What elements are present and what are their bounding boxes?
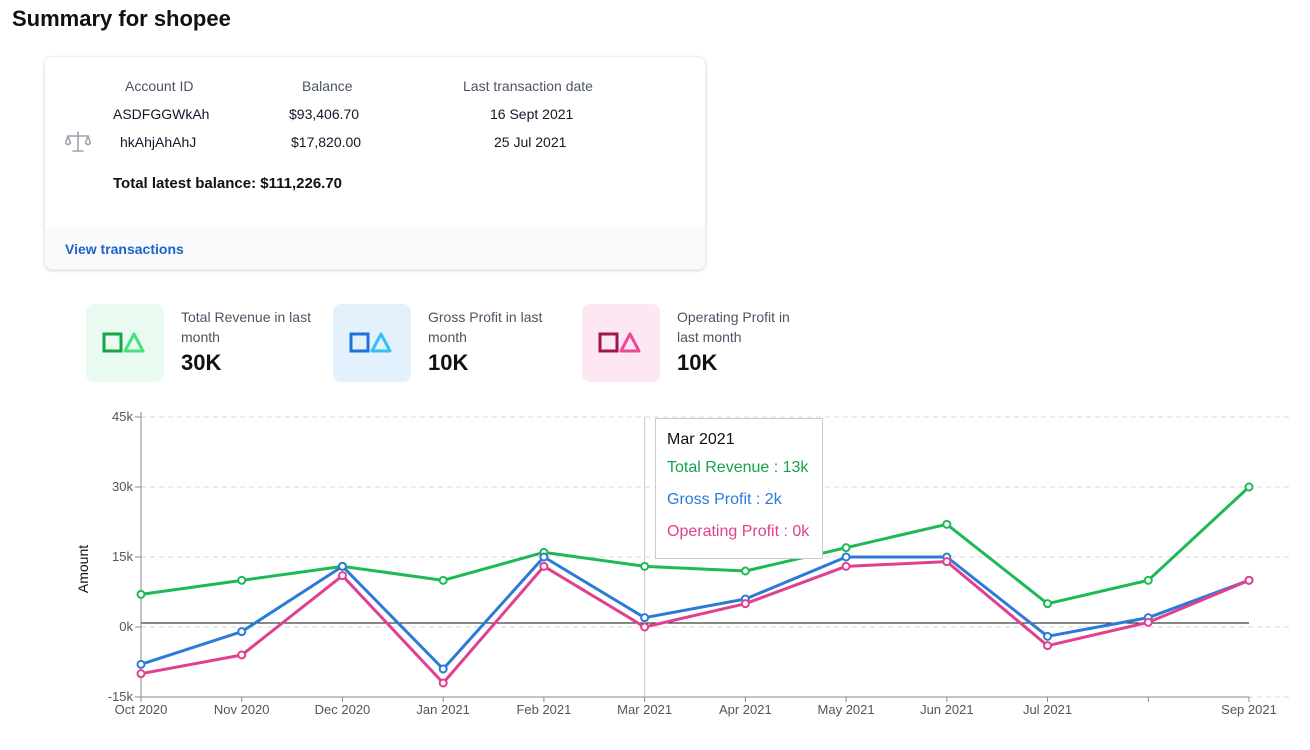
total-revenue-point	[136, 589, 146, 599]
stat-label: Total Revenue in last month	[181, 309, 311, 345]
balance-cell: $17,820.00	[291, 134, 362, 150]
chart-tooltip: Mar 2021 Total Revenue : 13k Gross Profi…	[655, 418, 823, 559]
gross-profit-point	[237, 627, 247, 637]
stat-value: 30K	[181, 350, 222, 375]
account-id-cell: ASDFGGWkAh	[113, 106, 210, 122]
operating-profit-point	[942, 557, 952, 567]
column-header-balance: Balance	[302, 78, 353, 94]
stat-label: Operating Profit in last month	[677, 309, 790, 345]
operating-profit-point	[1043, 641, 1053, 651]
tooltip-title: Mar 2021	[667, 431, 735, 448]
operating-profit-point	[1143, 617, 1153, 627]
total-revenue-point	[1043, 599, 1053, 609]
operating-profit-point	[237, 650, 247, 660]
x-tick-label: Feb 2021	[516, 702, 571, 717]
stat-icon-box	[333, 304, 411, 382]
operating-profit-point	[136, 669, 146, 679]
stat-icon-box	[86, 304, 164, 382]
x-tick-label: Nov 2020	[214, 702, 270, 717]
total-revenue-point	[640, 561, 650, 571]
y-tick-label: -15k	[108, 689, 134, 704]
view-transactions-link[interactable]: View transactions	[65, 241, 184, 257]
gross-profit-point	[438, 664, 448, 674]
x-tick-label: Jun 2021	[920, 702, 974, 717]
total-revenue-point	[237, 575, 247, 585]
gross-profit-line	[140, 555, 1250, 671]
stat-icon-box	[582, 304, 660, 382]
total-revenue-point	[438, 575, 448, 585]
x-tick-label: Apr 2021	[719, 702, 772, 717]
x-tick-label: May 2021	[818, 702, 875, 717]
x-tick-label: Oct 2020	[115, 702, 168, 717]
operating-profit-point	[740, 599, 750, 609]
total-revenue-point	[841, 543, 851, 553]
gross-profit-point	[1043, 631, 1053, 641]
y-tick-label: 30k	[112, 479, 133, 494]
total-revenue-line	[140, 485, 1251, 606]
page-title: Summary for shopee	[12, 6, 231, 31]
card-footer: View transactions	[45, 228, 705, 269]
x-tick-label: Mar 2021	[617, 702, 672, 717]
operating-profit-line	[140, 560, 1250, 685]
gross-profit-point	[539, 552, 549, 562]
last-date-cell: 25 Jul 2021	[494, 134, 567, 150]
square-triangle-icon	[598, 332, 641, 353]
tooltip-row-total-revenue: Total Revenue : 13k	[667, 459, 809, 476]
balance-cell: $93,406.70	[289, 106, 360, 122]
gross-profit-point	[337, 561, 347, 571]
gross-profit-point	[136, 659, 146, 669]
line-chart[interactable]: -15k 0k 15k 30k 45k Oct 2020 Nov 2020 Dec 2020 J…	[0, 400, 1310, 750]
account-summary-card: Account ID Balance Last transaction date…	[44, 56, 706, 270]
stat-value: 10K	[428, 350, 469, 375]
tooltip-row-operating-profit: Operating Profit : 0k	[667, 523, 810, 540]
tooltip-row-gross-profit: Gross Profit : 2k	[667, 491, 782, 508]
scale-icon	[65, 131, 91, 152]
y-axis-label: Amount	[75, 545, 91, 593]
column-header-account-id: Account ID	[125, 78, 194, 94]
y-tick-label: 0k	[119, 619, 133, 634]
stat-value: 10K	[677, 350, 718, 375]
x-tick-label: Jan 2021	[416, 702, 470, 717]
column-header-last-transaction-date: Last transaction date	[463, 78, 593, 94]
square-triangle-icon	[349, 332, 392, 353]
total-revenue-point	[740, 566, 750, 576]
total-revenue-point	[942, 519, 952, 529]
operating-profit-point	[841, 561, 851, 571]
x-tick-label: Dec 2020	[315, 702, 371, 717]
last-date-cell: 16 Sept 2021	[490, 106, 574, 122]
stat-label: Gross Profit in last month	[428, 309, 543, 345]
total-latest-balance: Total latest balance: $111,226.70	[113, 175, 343, 192]
x-tick-label: Sep 2021	[1221, 702, 1277, 717]
square-triangle-icon	[102, 332, 145, 353]
x-tick-label: Jul 2021	[1023, 702, 1072, 717]
operating-profit-point	[640, 622, 650, 632]
y-tick-label: 45k	[112, 409, 133, 424]
gross-profit-point	[841, 552, 851, 562]
total-revenue-point	[1244, 482, 1254, 492]
operating-profit-point	[539, 561, 549, 571]
gross-profit-point	[640, 613, 650, 623]
y-tick-label: 15k	[112, 549, 133, 564]
total-revenue-point	[1143, 575, 1153, 585]
operating-profit-point	[337, 571, 347, 581]
operating-profit-point	[438, 678, 448, 688]
account-id-cell: hkAhjAhAhJ	[120, 134, 197, 150]
operating-profit-point	[1244, 575, 1254, 585]
